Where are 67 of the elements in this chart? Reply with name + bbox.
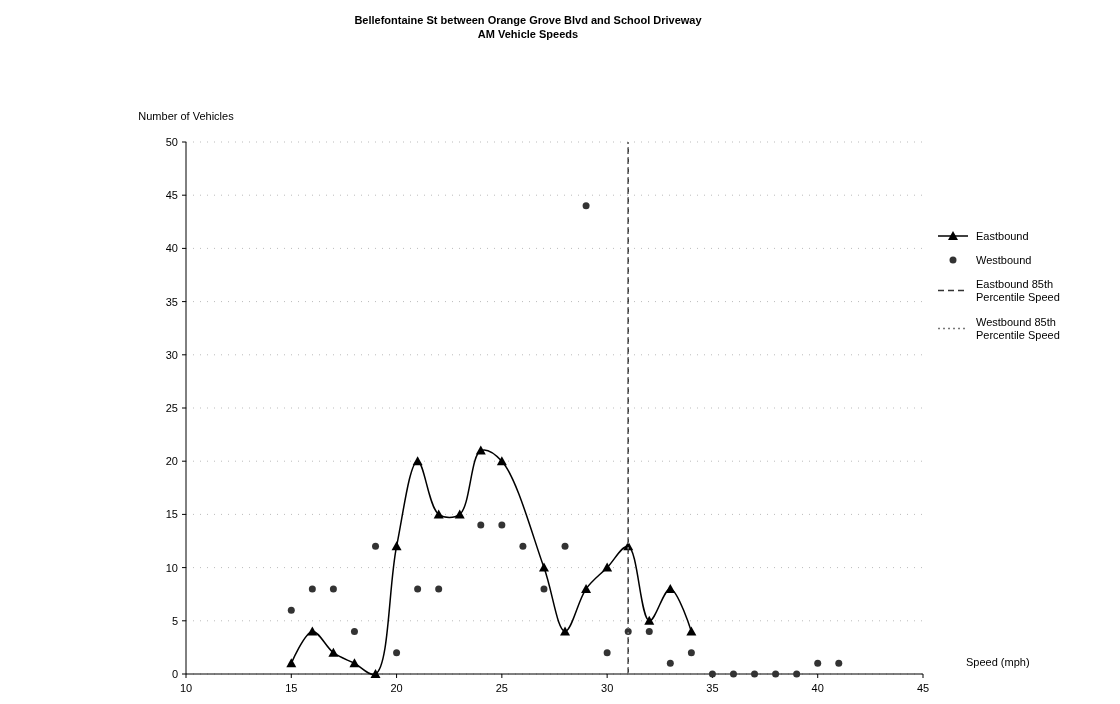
point	[793, 670, 801, 678]
legend-label: Eastbound	[976, 230, 1029, 242]
legend-label: Eastbound 85th Percentile Speed	[976, 278, 1060, 303]
point	[393, 649, 401, 657]
x-tick-label: 10	[179, 682, 193, 694]
y-tick-label: 40	[165, 242, 178, 255]
point	[454, 509, 465, 519]
x-tick-label: 15	[285, 682, 298, 694]
legend-label: Westbound 85th Percentile Speed	[976, 316, 1060, 341]
point	[349, 658, 360, 668]
y-tick-label: 0	[171, 668, 178, 680]
point	[496, 456, 507, 466]
point	[308, 585, 316, 593]
point	[687, 649, 695, 657]
point	[729, 670, 737, 678]
point	[751, 670, 759, 678]
point	[666, 659, 674, 667]
x-tick-label: 45	[916, 682, 930, 694]
y-axis-title: Number of Vehicles	[138, 110, 235, 122]
point	[287, 606, 295, 614]
point	[498, 521, 506, 529]
y-tick-label: 20	[165, 455, 178, 468]
point	[412, 456, 423, 466]
y-tick-label: 10	[165, 561, 178, 574]
point	[602, 562, 613, 572]
x-tick-label: 35	[706, 682, 719, 694]
point	[328, 647, 339, 657]
point	[519, 542, 527, 550]
point	[350, 627, 358, 635]
point	[581, 583, 592, 593]
y-tick-label: 35	[165, 295, 178, 308]
point	[477, 521, 485, 529]
y-tick-label: 45	[165, 189, 178, 202]
point	[475, 445, 486, 455]
y-tick-label: 5	[171, 614, 178, 627]
x-tick-label: 30	[601, 682, 614, 694]
y-tick-label: 15	[165, 508, 178, 521]
point	[391, 541, 402, 551]
y-tick-label: 25	[165, 402, 178, 414]
point	[603, 649, 611, 657]
point	[538, 562, 549, 572]
x-tick-label: 25	[495, 682, 508, 694]
point	[540, 585, 548, 593]
point	[665, 583, 676, 593]
point	[370, 669, 381, 678]
point	[686, 626, 697, 636]
chart-subtitle: AM Vehicle Speeds	[477, 28, 579, 40]
point	[435, 585, 443, 593]
point	[414, 585, 422, 593]
point	[582, 202, 590, 210]
y-tick-label: 50	[165, 136, 178, 148]
x-tick-label: 20	[390, 682, 403, 694]
point	[286, 658, 297, 668]
point	[372, 542, 380, 550]
point	[835, 659, 843, 667]
y-tick-label: 30	[165, 348, 178, 361]
point	[433, 509, 444, 519]
point	[814, 659, 822, 667]
point	[772, 670, 780, 678]
legend-label: Westbound	[976, 254, 1032, 266]
point	[329, 585, 337, 593]
point	[644, 615, 655, 625]
point	[645, 627, 653, 635]
x-tick-label: 40	[811, 682, 824, 694]
point	[561, 542, 569, 550]
chart-title: Bellefontaine St between Orange Grove Blvd and School Driveway	[354, 14, 703, 26]
x-axis-title: Speed (mph)	[966, 656, 1030, 668]
